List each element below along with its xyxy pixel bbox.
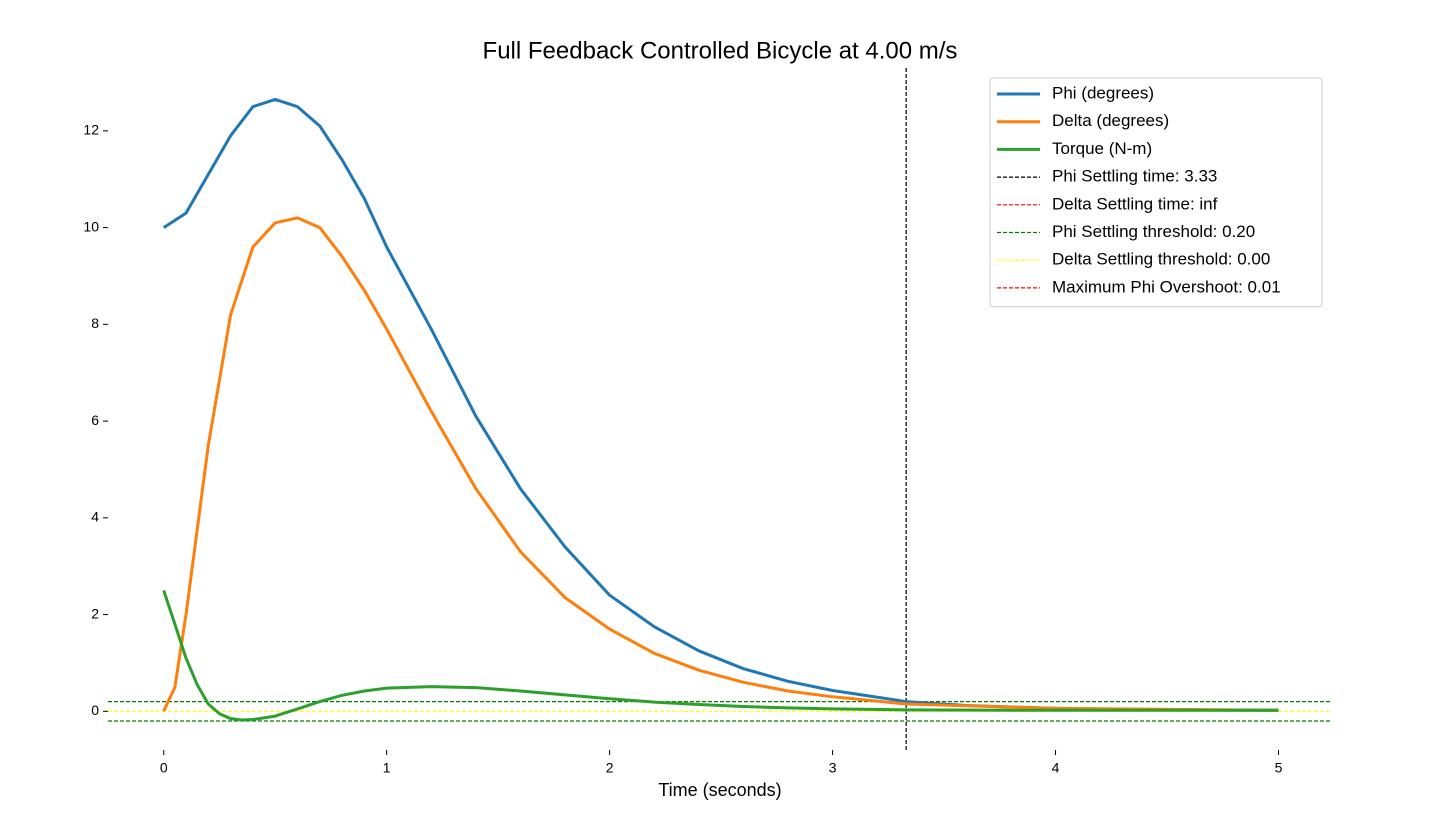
x-tick-label: 4 [1052, 760, 1060, 776]
legend-label: Phi (degrees) [1052, 83, 1154, 102]
series-line [162, 97, 1279, 712]
chart-title: Full Feedback Controlled Bicycle at 4.00… [483, 37, 958, 64]
legend-label: Torque (N-m) [1052, 139, 1152, 158]
x-tick-label: 0 [160, 760, 168, 776]
legend-label: Delta Settling threshold: 0.00 [1052, 250, 1270, 269]
y-tick-label: 4 [91, 509, 99, 525]
series-line [162, 589, 1279, 722]
y-tick-label: 8 [91, 315, 99, 331]
x-tick-label: 5 [1275, 760, 1283, 776]
x-tick-label: 1 [383, 760, 391, 776]
x-tick-label: 2 [606, 760, 614, 776]
legend-box [989, 77, 1323, 308]
y-tick-label: 10 [83, 218, 99, 234]
legend-label: Phi Settling time: 3.33 [1052, 167, 1217, 186]
legend-label: Phi Settling threshold: 0.20 [1052, 222, 1255, 241]
legend-label: Maximum Phi Overshoot: 0.01 [1052, 277, 1281, 296]
y-tick-label: 2 [91, 605, 99, 621]
x-axis-label: Time (seconds) [658, 780, 781, 800]
y-tick-label: 0 [91, 702, 99, 718]
legend-label: Delta (degrees) [1052, 111, 1169, 130]
legend-label: Delta Settling time: inf [1052, 194, 1218, 213]
y-tick-label: 12 [83, 122, 99, 138]
x-tick-label: 3 [829, 760, 837, 776]
y-tick-label: 6 [91, 412, 99, 428]
series-line [162, 216, 1279, 712]
